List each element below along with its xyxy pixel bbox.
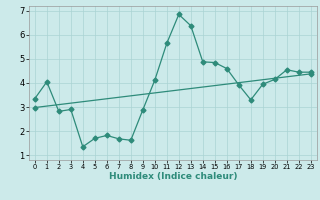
X-axis label: Humidex (Indice chaleur): Humidex (Indice chaleur) — [108, 172, 237, 181]
